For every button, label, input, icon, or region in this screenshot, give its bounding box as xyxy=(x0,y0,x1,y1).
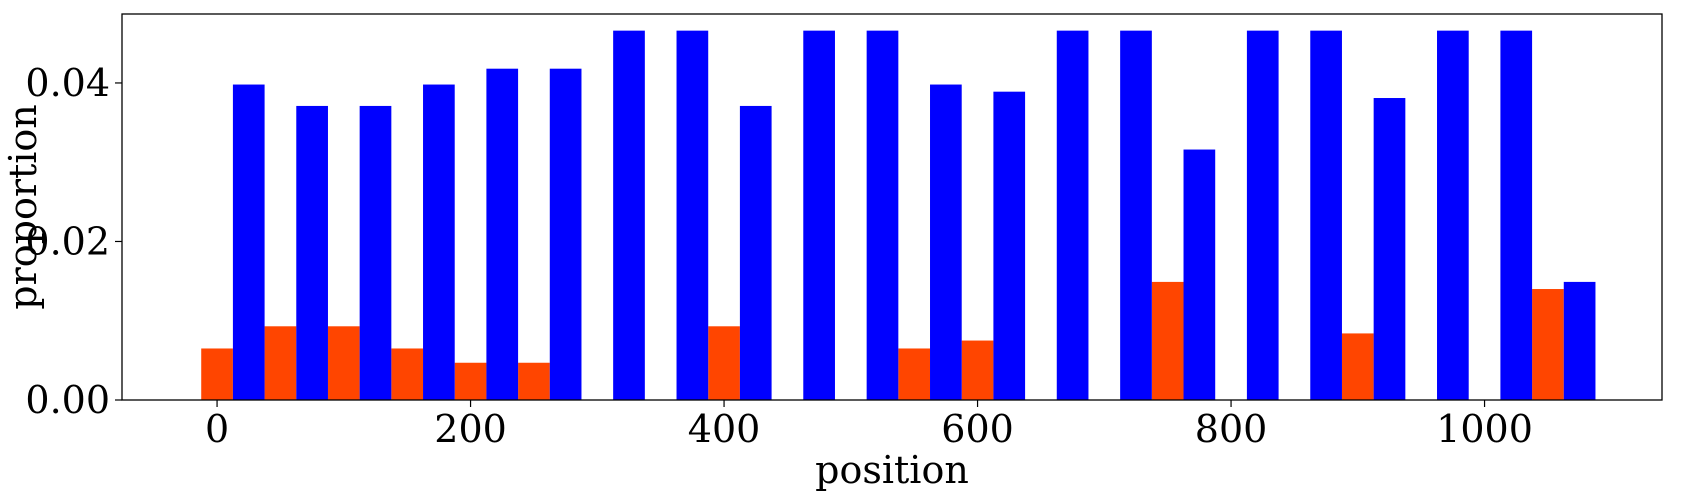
bar-series-1-0 xyxy=(232,84,265,400)
x-axis-label: position xyxy=(815,448,969,492)
bar-series-1-7 xyxy=(676,30,709,400)
bar-series-1-16 xyxy=(1246,30,1279,400)
bar-series-1-5 xyxy=(549,68,582,400)
bar-series-0-8 xyxy=(708,326,740,400)
x-tick-label: 0 xyxy=(205,407,229,451)
bar-series-0-2 xyxy=(327,326,360,400)
y-axis-ticks: 0.00 0.02 0.04 xyxy=(25,61,122,422)
bar-series-1-2 xyxy=(359,105,392,400)
bar-series-1-20 xyxy=(1500,30,1533,400)
bar-series-1-8 xyxy=(739,105,772,400)
y-tick-label: 0.04 xyxy=(25,61,110,105)
y-axis-label: proportion xyxy=(1,104,45,310)
bar-series-1-6 xyxy=(613,30,645,400)
x-tick-label: 1000 xyxy=(1436,407,1533,451)
bar-series-0-21 xyxy=(1532,289,1564,400)
bar-series-1-1 xyxy=(296,105,328,400)
y-tick-label: 0.00 xyxy=(25,378,110,422)
bar-series-1-21 xyxy=(1563,281,1596,400)
bar-series-1-13 xyxy=(1056,30,1089,400)
plot-frame xyxy=(121,13,1663,401)
bar-series-1-17 xyxy=(1310,30,1342,400)
bar-series-0-12 xyxy=(961,340,994,400)
bar-series-1-3 xyxy=(423,84,455,400)
bar-series-0-18 xyxy=(1341,333,1374,400)
x-tick-label: 200 xyxy=(434,407,507,451)
bar-series-0-11 xyxy=(898,348,931,400)
bar-series-1-12 xyxy=(993,91,1026,401)
bar-series-1-4 xyxy=(486,68,519,400)
bar-series-0-5 xyxy=(518,362,550,400)
y-tick-label: 0.02 xyxy=(25,219,110,263)
bar-series-1-11 xyxy=(930,84,962,400)
x-axis-ticks: 0 200 400 600 800 1000 xyxy=(205,400,1533,451)
bar-series-0-15 xyxy=(1151,281,1184,400)
bar-series-0-3 xyxy=(391,348,424,400)
bars-layer xyxy=(201,30,1596,401)
bar-series-0-1 xyxy=(264,326,297,400)
bar-series-0-4 xyxy=(454,362,487,400)
bar-series-1-14 xyxy=(1120,30,1152,400)
bar-series-1-9 xyxy=(803,30,835,400)
bar-series-1-19 xyxy=(1437,30,1469,400)
x-tick-label: 400 xyxy=(688,407,761,451)
x-tick-label: 800 xyxy=(1195,407,1268,451)
bar-series-1-10 xyxy=(866,30,899,400)
bar-series-0-0 xyxy=(201,348,233,400)
x-tick-label: 600 xyxy=(941,407,1014,451)
bar-series-1-18 xyxy=(1373,98,1406,401)
bar-series-1-15 xyxy=(1183,149,1216,400)
